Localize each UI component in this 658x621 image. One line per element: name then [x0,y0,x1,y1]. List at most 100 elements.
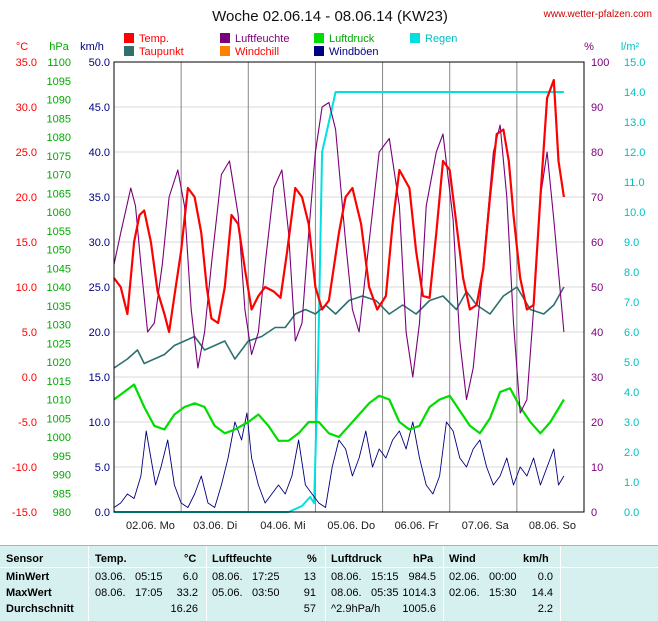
press-tick-label: 1085 [47,113,71,125]
cell-press-time: 05:35 [371,587,399,599]
x-tick-label: 07.06. Sa [462,520,510,532]
legend-swatch-hum [220,33,230,43]
legend-swatch-dew [124,46,134,56]
site-link[interactable]: www.wetter-pfalzen.com [543,9,652,20]
rain-tick-label: 2.0 [624,447,639,459]
hum-tick-label: 50 [591,282,603,294]
cell-hum-time: 03:50 [252,587,280,599]
rain-axis-unit: l/m² [621,41,640,53]
x-tick-label: 02.06. Mo [126,520,175,532]
legend-label-temp: Temp. [139,33,169,45]
temp-tick-label: -5.0 [18,417,37,429]
cell-hum-date: 05.06. [212,587,243,599]
hum-tick-label: 80 [591,147,603,159]
header-wind: Wind [449,553,476,565]
weather-chart: Woche 02.06.14 - 08.06.14 (KW23) www.wet… [12,8,652,532]
press-tick-label: 1095 [47,76,71,88]
temp-tick-label: 20.0 [16,192,37,204]
temp-tick-label: 25.0 [16,147,37,159]
temp-tick-label: 30.0 [16,102,37,114]
header-press-unit: hPa [413,553,434,565]
press-tick-label: 1070 [47,170,71,182]
cell-temp-value: 33.2 [176,587,198,599]
cell-hum-value: 57 [303,603,316,615]
press-tick-label: 1035 [47,301,71,313]
temp-tick-label: -15.0 [12,507,37,519]
press-tick-label: 1005 [47,413,71,425]
legend: Temp. Taupunkt Luftfeuchte Windchill Luf… [124,33,457,58]
cell-temp-date: 08.06. [95,587,126,599]
wind-tick-label: 20.0 [89,327,110,339]
wind-tick-label: 30.0 [89,237,110,249]
wind-tick-label: 50.0 [89,57,110,69]
cell-wind-value: 2.2 [537,603,553,615]
rain-tick-label: 1.0 [624,477,639,489]
press-tick-label: 1060 [47,207,71,219]
cell-hum-date: 08.06. [212,571,243,583]
rain-tick-label: 10.0 [624,207,645,219]
temp-tick-label: 15.0 [16,237,37,249]
cell-hum-value: 13 [303,571,316,583]
rain-tick-label: 7.0 [624,297,639,309]
cell-temp-time: 17:05 [135,587,163,599]
legend-swatch-gust [314,46,324,56]
cell-press-date: 08.06. [331,571,362,583]
hum-tick-label: 40 [591,327,603,339]
rain-tick-label: 0.0 [624,507,639,519]
header-sensor: Sensor [6,553,44,565]
series-line-temp [113,78,565,334]
hum-tick-label: 100 [591,57,609,69]
stats-table: Sensor Temp. °C Luftfeuchte % Luftdruck … [0,545,658,621]
press-tick-label: 1050 [47,245,71,257]
cell-wind-value: 14.4 [531,587,553,599]
wind-tick-label: 25.0 [89,282,110,294]
row-label: MinWert [6,571,50,583]
press-axis-unit: hPa [49,41,69,53]
press-tick-label: 1090 [47,95,71,107]
wind-tick-label: 40.0 [89,147,110,159]
x-tick-label: 06.06. Fr [395,520,439,532]
cell-wind-value: 0.0 [537,571,553,583]
axis-units: °C hPa km/h % l/m² [16,41,640,53]
temp-tick-label: -10.0 [12,462,37,474]
rain-tick-label: 9.0 [624,237,639,249]
wind-tick-label: 5.0 [95,462,110,474]
series-line-gust [113,412,565,508]
rain-tick-label: 12.0 [624,147,645,159]
hum-tick-label: 30 [591,372,603,384]
press-tick-label: 995 [53,451,71,463]
header-temp: Temp. [95,553,127,565]
press-tick-label: 1000 [47,432,71,444]
x-tick-label: 03.06. Di [193,520,237,532]
chart-title: Woche 02.06.14 - 08.06.14 (KW23) [212,8,448,25]
press-tick-label: 1075 [47,151,71,163]
cell-press-value: 984.5 [408,571,436,583]
header-temp-unit: °C [184,553,197,565]
cell-hum-value: 91 [303,587,316,599]
wind-tick-label: 35.0 [89,192,110,204]
cell-wind-date: 02.06. [449,587,480,599]
press-tick-label: 1020 [47,357,71,369]
cell-press-time: 15:15 [371,571,399,583]
cell-wind-time: 15:30 [489,587,517,599]
temp-tick-label: 0.0 [22,372,37,384]
cell-press-value: 1014.3 [402,587,436,599]
hum-tick-label: 90 [591,102,603,114]
cell-press-value: 1005.6 [402,603,436,615]
wind-tick-label: 15.0 [89,372,110,384]
header-wind-unit: km/h [523,553,549,565]
header-hum: Luftfeuchte [212,553,272,565]
x-axis-labels: 02.06. Mo 03.06. Di 04.06. Mi 05.06. Do 06.0… [126,520,576,532]
press-tick-label: 1045 [47,263,71,275]
legend-swatch-windchill [220,46,230,56]
rain-tick-label: 3.0 [624,417,639,429]
cell-press-date: ^2.9hPa/h [331,603,381,615]
press-tick-label: 1100 [47,57,71,69]
cell-hum-time: 17:25 [252,571,280,583]
rain-tick-label: 14.0 [624,87,645,99]
cell-wind-time: 00:00 [489,571,517,583]
temp-tick-label: 35.0 [16,57,37,69]
hum-tick-label: 70 [591,192,603,204]
press-tick-label: 1055 [47,226,71,238]
hum-tick-label: 20 [591,417,603,429]
